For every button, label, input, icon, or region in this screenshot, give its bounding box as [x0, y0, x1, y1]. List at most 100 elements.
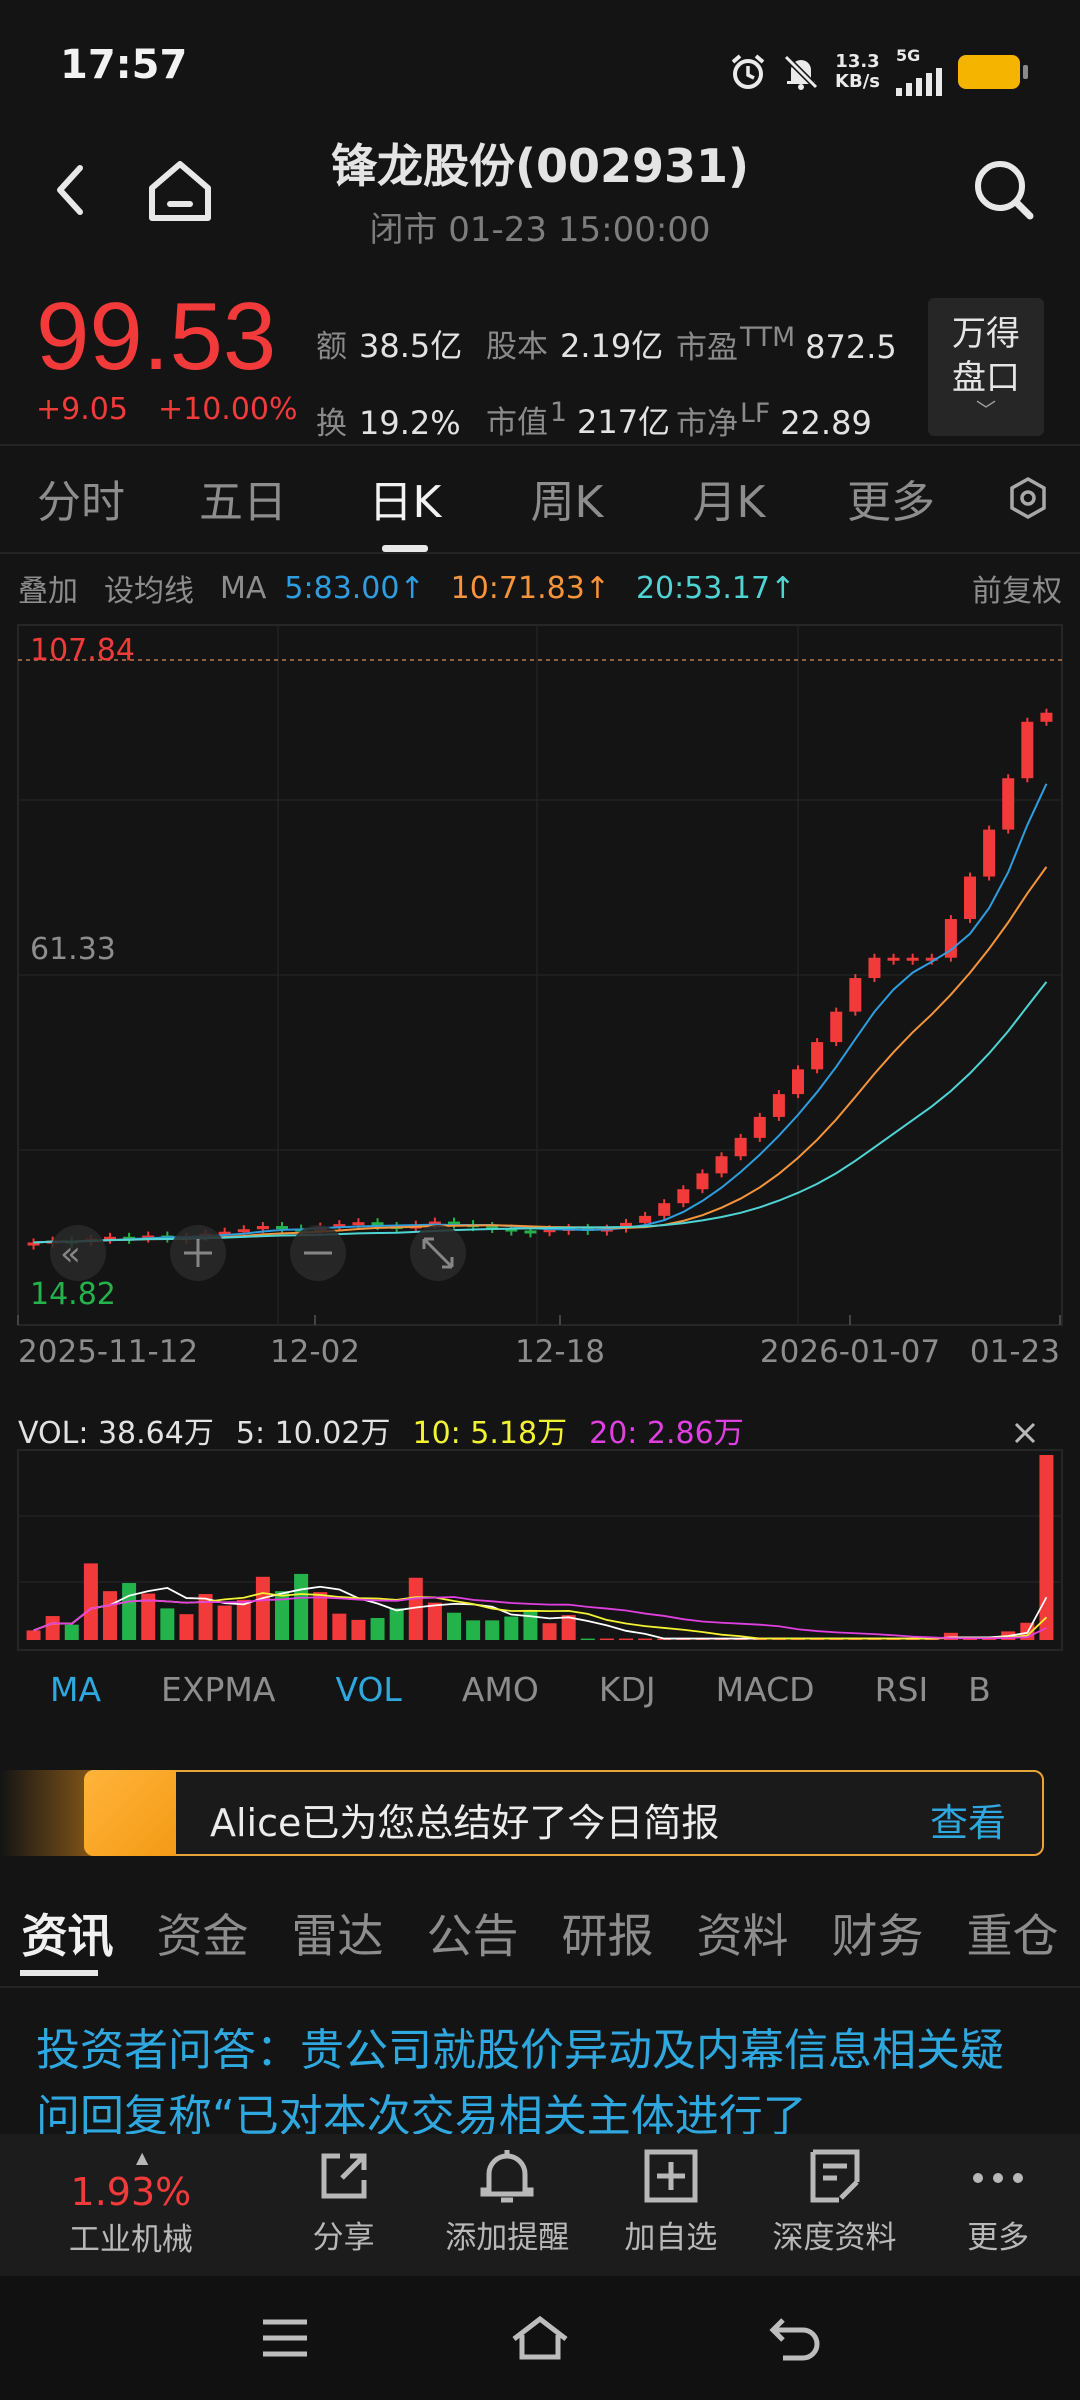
- volume-bar: [160, 1608, 175, 1640]
- add-watchlist-button[interactable]: 加自选: [589, 2134, 753, 2276]
- indicator-tab-expma[interactable]: EXPMA: [161, 1670, 276, 1709]
- volume-bar: [963, 1638, 977, 1640]
- caret-up-icon: ▲: [136, 2148, 149, 2167]
- info-tab-1[interactable]: 资金: [156, 1909, 249, 1963]
- tab-2[interactable]: 日K: [324, 466, 486, 552]
- nav-back-icon[interactable]: [769, 2314, 821, 2362]
- deep-data-button[interactable]: 深度资料: [753, 2134, 917, 2276]
- volume-bar: [523, 1611, 538, 1640]
- volume-bar: [561, 1615, 576, 1640]
- tab-1[interactable]: 五日: [199, 477, 287, 528]
- volume-bar: [294, 1573, 309, 1640]
- volume-bar: [26, 1630, 41, 1640]
- candle: [276, 1226, 288, 1230]
- candle: [27, 1242, 40, 1246]
- alice-banner[interactable]: Alice已为您总结好了今日简报 查看: [84, 1770, 1044, 1856]
- indicator-tab-vol[interactable]: VOL: [335, 1670, 402, 1709]
- price-low-label: 14.82: [30, 1277, 116, 1312]
- stats-row: 换 19.2% 市值 1 217亿 市净 LF 22.89: [316, 382, 906, 458]
- candle: [696, 1173, 709, 1190]
- bell-icon: [480, 2150, 534, 2203]
- overlay-button[interactable]: 叠加: [18, 574, 78, 609]
- search-icon[interactable]: [964, 150, 1044, 230]
- scroll-left-button[interactable]: [50, 1225, 106, 1281]
- volume-bar: [64, 1624, 79, 1640]
- ma20-line: [33, 981, 1048, 1244]
- indicator-tab-amo[interactable]: AMO: [461, 1670, 539, 1709]
- info-tab-0[interactable]: 资讯: [0, 1900, 135, 1980]
- indicator-tab-ma[interactable]: MA: [50, 1670, 102, 1709]
- stat-item: 市盈 TTM 872.5: [676, 322, 906, 367]
- tab-3[interactable]: 周K: [530, 477, 604, 528]
- candle: [887, 957, 900, 961]
- document-icon: [810, 2149, 860, 2203]
- tab-4[interactable]: 月K: [692, 477, 766, 528]
- stats-row: 额 38.5亿 股本 2.19亿 市盈 TTM 872.5: [316, 306, 906, 382]
- volume-bar: [427, 1602, 442, 1640]
- volume-bar: [255, 1576, 270, 1640]
- close-volume-icon[interactable]: [1010, 1418, 1040, 1448]
- more-button[interactable]: 更多: [916, 2134, 1080, 2276]
- candle: [142, 1235, 155, 1239]
- info-tab-2[interactable]: 雷达: [291, 1909, 384, 1963]
- wind-panel-button[interactable]: 万得 盘口 ﹀: [928, 298, 1044, 436]
- sector-button[interactable]: ▲ 1.93% 工业机械: [0, 2134, 262, 2276]
- volume-bar: [1039, 1455, 1054, 1640]
- price-change-pct: +10.00%: [158, 392, 298, 427]
- chart-settings-icon[interactable]: [1006, 476, 1050, 520]
- stat-key: 股本: [486, 329, 548, 365]
- share-label: 分享: [312, 2220, 375, 2256]
- volume-bar: [485, 1620, 500, 1640]
- candle: [906, 957, 919, 961]
- banner-message: Alice已为您总结好了今日简报: [210, 1801, 720, 1845]
- news-headline[interactable]: 投资者问答：贵公司就股价异动及内幕信息相关疑问回复称“已对本次交易相关主体进行了: [36, 2025, 1004, 2138]
- candle: [218, 1231, 231, 1235]
- system-nav-bar: [0, 2276, 1080, 2400]
- volume-bar: [580, 1638, 595, 1640]
- indicator-tab-kdj[interactable]: KDJ: [598, 1670, 656, 1709]
- volume-bar: [599, 1638, 614, 1640]
- tab-0[interactable]: 分时: [37, 477, 125, 528]
- ma5-line: [33, 783, 1048, 1244]
- indicator-tab-macd[interactable]: MACD: [715, 1670, 815, 1709]
- x-tick-label: 01-23: [970, 1334, 1060, 1370]
- expand-icon: [422, 1237, 454, 1269]
- info-tab-7[interactable]: 重仓: [966, 1909, 1059, 1963]
- volume-grid: [18, 1515, 1062, 1583]
- x-tick-label: 2025-11-12: [18, 1334, 198, 1370]
- candle: [772, 1094, 785, 1117]
- add-alert-button[interactable]: 添加提醒: [425, 2134, 589, 2276]
- market-status: 闭市 01-23 15:00:00: [369, 210, 711, 250]
- info-tab-6[interactable]: 财务: [831, 1909, 924, 1963]
- stat-key: 换: [316, 405, 347, 442]
- indicator-tab-b[interactable]: B: [968, 1670, 991, 1709]
- candle: [1040, 712, 1053, 722]
- stat-key: 额: [316, 329, 347, 365]
- stat-value: 872.5: [805, 327, 897, 366]
- candle: [486, 1226, 499, 1230]
- candle: [543, 1229, 556, 1233]
- adjust-button[interactable]: 前复权: [972, 574, 1062, 609]
- banner-view-button[interactable]: 查看: [929, 1801, 1006, 1845]
- volume-bar: [179, 1614, 194, 1640]
- info-tab-3[interactable]: 公告: [426, 1909, 519, 1963]
- indicator-tab-rsi[interactable]: RSI: [874, 1670, 929, 1709]
- info-tab-5[interactable]: 资料: [696, 1909, 789, 1963]
- share-button[interactable]: 分享: [262, 2134, 426, 2276]
- candle: [964, 876, 976, 920]
- set-ma-button[interactable]: 设均线: [104, 574, 194, 609]
- ma5-value: 5:83.00↑: [284, 570, 425, 606]
- stat-value: 38.5亿: [359, 327, 463, 365]
- info-tab-4[interactable]: 研报: [561, 1909, 654, 1963]
- menu-icon[interactable]: [259, 2316, 311, 2360]
- add-square-icon: [644, 2149, 698, 2203]
- nav-home-icon[interactable]: [510, 2313, 570, 2363]
- volume-legend: VOL: 38.64万 5: 10.02万 10: 5.18万 20: 2.86…: [18, 1408, 744, 1452]
- kline-chart[interactable]: 107.84 61.33 14.82 « 2025-11-12 12-02 12-1…: [0, 610, 1080, 1670]
- stat-item: 额 38.5亿: [316, 321, 486, 367]
- home-icon[interactable]: [140, 150, 220, 230]
- candle: [734, 1137, 747, 1157]
- back-icon[interactable]: [42, 150, 102, 230]
- volume-plot-frame: [17, 1449, 1063, 1651]
- tab-5[interactable]: 更多: [847, 477, 935, 528]
